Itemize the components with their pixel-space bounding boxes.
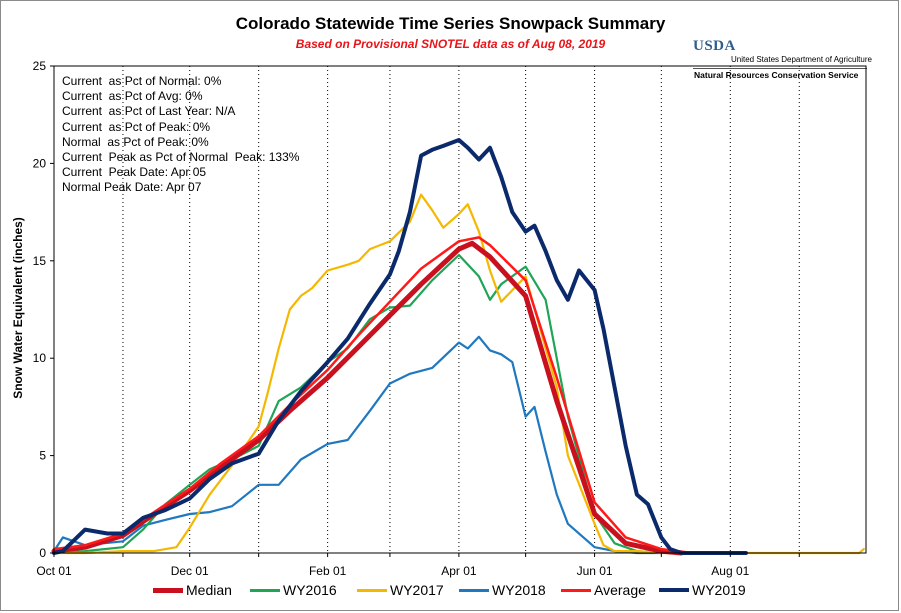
legend-label: WY2017: [390, 582, 444, 598]
stat-line: Current as Pct of Last Year: N/A: [62, 104, 236, 119]
y-tick-label: 0: [39, 546, 46, 560]
stat-line: Current as Pct of Peak: 0%: [62, 119, 211, 134]
y-tick-label: 10: [33, 351, 47, 365]
axis-layer: 0 5 10 15 20 25 Oct 01 Dec 01 Feb 01 Apr 01 Jun 01…: [33, 59, 867, 578]
stat-line: Normal Peak Date: Apr 07: [62, 180, 202, 195]
stat-line: Current Peak Date: Apr 05: [62, 165, 207, 180]
y-tick-label: 25: [33, 59, 47, 73]
y-tick-label: 20: [33, 156, 47, 170]
chart-subtitle: Based on Provisional SNOTEL data as of A…: [295, 37, 606, 51]
legend-item: WY2017: [357, 582, 444, 598]
legend-swatch: [153, 587, 183, 593]
legend-label: Average: [594, 582, 646, 598]
x-tick-label: Feb 01: [309, 564, 347, 578]
legend-item: Average: [561, 582, 646, 598]
series-line-wy2017: [52, 193, 865, 555]
stat-line: Current as Pct of Avg: 0%: [62, 89, 203, 104]
legend-swatch: [561, 588, 591, 592]
stat-line: Current Peak as Pct of Normal Peak: 133%: [62, 150, 300, 165]
logo-divider: [693, 68, 867, 69]
legend-item: Median: [153, 582, 232, 598]
series-line-average: [52, 236, 694, 555]
usda-department: United States Department of Agriculture: [731, 55, 872, 64]
usda-logo: USDA United States Department of Agricul…: [691, 38, 872, 82]
stat-line: Normal as Pct of Peak: 0%: [62, 134, 209, 149]
legend-swatch: [459, 588, 489, 592]
legend-item: WY2016: [250, 582, 337, 598]
legend: Median WY2016 WY2017 WY2018 Average WY2019: [153, 582, 873, 602]
legend-label: WY2018: [492, 582, 546, 598]
series-layer: [51, 138, 865, 556]
legend-swatch: [659, 588, 689, 592]
chart-title: Colorado Statewide Time Series Snowpack …: [235, 14, 666, 33]
series-line-wy2016: [52, 253, 663, 555]
legend-swatch: [250, 588, 280, 592]
legend-label: Median: [186, 582, 232, 598]
x-tick-label: Dec 01: [171, 564, 209, 578]
legend-label: WY2016: [283, 582, 337, 598]
legend-item: WY2018: [459, 582, 546, 598]
x-tick-label: Jun 01: [577, 564, 613, 578]
legend-label: WY2019: [692, 582, 746, 598]
y-tick-label: 5: [39, 449, 46, 463]
series-line-wy2018: [52, 335, 663, 555]
usda-mark: USDA: [693, 38, 736, 54]
series-line-wy2019: [52, 138, 748, 555]
plot-border: [53, 65, 867, 554]
legend-swatch: [357, 588, 387, 592]
nrcs-name: Natural Resources Conservation Service: [694, 70, 859, 80]
series-line-median: [51, 240, 684, 556]
stats-box: Current as Pct of Normal: 0% Current as …: [62, 74, 299, 196]
stat-line: Current as Pct of Normal: 0%: [62, 74, 222, 88]
x-tick-label: Aug 01: [711, 564, 749, 578]
x-tick-label: Oct 01: [36, 564, 72, 578]
legend-item: WY2019: [659, 582, 746, 598]
x-tick-label: Apr 01: [441, 564, 477, 578]
y-tick-label: 15: [33, 254, 47, 268]
